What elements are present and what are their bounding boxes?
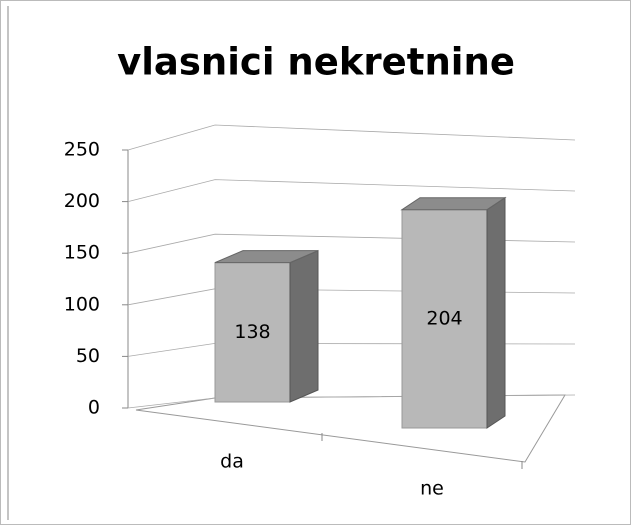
y-tick-label: 50 <box>76 345 100 367</box>
y-tick-label: 150 <box>64 242 100 264</box>
x-tick-label: ne <box>420 478 444 500</box>
y-tick-label: 0 <box>88 397 100 419</box>
x-tick-label: da <box>220 451 244 473</box>
bar-side <box>486 196 506 429</box>
grid-line <box>127 179 576 202</box>
chart-title: vlasnici nekretnine <box>117 41 515 84</box>
y-tick-label: 100 <box>64 293 100 315</box>
bar <box>400 196 507 429</box>
y-tick-label: 250 <box>64 139 100 161</box>
value-label: 138 <box>234 321 270 343</box>
y-tick-label: 200 <box>64 190 100 212</box>
bar-side <box>289 249 319 403</box>
grid-line <box>127 124 576 151</box>
bar-top <box>400 197 507 211</box>
bar <box>214 249 319 403</box>
value-label: 204 <box>426 307 462 329</box>
bar-top <box>214 250 319 264</box>
